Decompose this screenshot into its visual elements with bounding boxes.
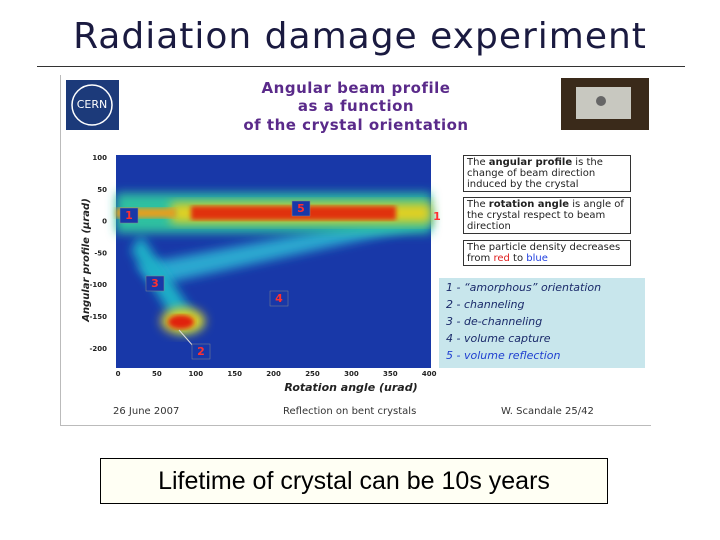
figure-heading: of the crystal orientation bbox=[243, 116, 469, 134]
note-term: angular profile bbox=[488, 157, 573, 168]
x-tick-label: 300 bbox=[344, 370, 359, 378]
marker-box bbox=[191, 343, 211, 360]
x-tick-label: 150 bbox=[227, 370, 242, 378]
photo bbox=[561, 78, 649, 130]
x-tick-label: 400 bbox=[422, 370, 437, 378]
y-axis-label: Angular profile (μrad) bbox=[81, 198, 92, 323]
note: The particle density decreases from red … bbox=[463, 240, 631, 266]
x-tick-label: 50 bbox=[152, 370, 162, 378]
y-tick-label: 100 bbox=[92, 154, 107, 162]
legend-item: 2 - channeling bbox=[446, 298, 525, 311]
x-axis-label: Rotation angle (urad) bbox=[284, 381, 417, 394]
marker-label: 3 bbox=[151, 277, 159, 290]
legend-item: 3 - de-channeling bbox=[446, 315, 543, 328]
y-tick-label: 0 bbox=[102, 218, 107, 226]
marker-box bbox=[119, 207, 139, 224]
marker-label: 1 bbox=[125, 209, 133, 222]
note: The rotation angle is angle of the cryst… bbox=[463, 197, 631, 234]
y-tick-label: -100 bbox=[89, 281, 107, 289]
marker-box bbox=[269, 290, 289, 307]
figure-heading: Angular beam profile bbox=[261, 79, 451, 97]
marker-label: 1 bbox=[433, 210, 441, 223]
x-tick-label: 200 bbox=[266, 370, 281, 378]
marker-box bbox=[145, 275, 165, 292]
y-tick-label: -200 bbox=[89, 345, 107, 353]
legend: 1 - “amorphous” orientation 2 - channelin… bbox=[439, 278, 645, 368]
logo-text: CERN bbox=[77, 98, 108, 111]
note-text: is angle of the crystal respect to beam … bbox=[467, 199, 624, 232]
cern-logo: CERN bbox=[66, 80, 119, 130]
x-tick-label: 250 bbox=[305, 370, 320, 378]
note-blue: blue bbox=[526, 253, 548, 264]
y-tick-label: -150 bbox=[89, 313, 107, 321]
note-red: red bbox=[493, 253, 510, 264]
legend-item: 4 - volume capture bbox=[446, 332, 551, 345]
caption: Lifetime of crystal can be 10s years bbox=[100, 458, 608, 504]
slide-title: Radiation damage experiment bbox=[73, 16, 647, 57]
y-tick-label: -50 bbox=[94, 249, 107, 257]
note-text: The bbox=[467, 199, 489, 210]
note-term: rotation angle bbox=[488, 199, 570, 210]
x-tick-label: 0 bbox=[116, 370, 121, 378]
marker-label: 4 bbox=[275, 292, 283, 305]
note-text: The particle density decreases from bbox=[467, 242, 621, 264]
heatmap bbox=[116, 155, 431, 368]
footer-author: W. Scandale 25/42 bbox=[501, 406, 594, 417]
legend-item: 5 - volume reflection bbox=[446, 349, 561, 362]
legend-item: 1 - “amorphous” orientation bbox=[446, 281, 602, 294]
note: The angular profile is the change of bea… bbox=[463, 155, 631, 192]
note-text: is the change of beam direction induced … bbox=[467, 157, 603, 190]
note-text: The bbox=[467, 157, 489, 168]
marker-label: 2 bbox=[197, 345, 205, 358]
figure-graphics: CERN 1 5 1 3 4 2 100 50 0 -50 -100 -150 -200 0 50 100 1… bbox=[66, 78, 649, 394]
marker-label: 5 bbox=[297, 202, 305, 215]
figure-heading: as a function bbox=[297, 97, 415, 115]
figure: CERN 1 5 1 3 4 2 100 50 0 -50 -100 -150 -200 0 50 100 1… bbox=[60, 75, 651, 426]
x-tick-label: 350 bbox=[383, 370, 398, 378]
title-rule bbox=[37, 66, 685, 67]
footer-date: 26 June 2007 bbox=[113, 406, 180, 417]
note-text: to bbox=[509, 253, 527, 264]
x-tick-label: 100 bbox=[188, 370, 203, 378]
y-tick-label: 50 bbox=[97, 186, 107, 194]
marker-box bbox=[291, 200, 311, 217]
footer-topic: Reflection on bent crystals bbox=[283, 406, 417, 417]
